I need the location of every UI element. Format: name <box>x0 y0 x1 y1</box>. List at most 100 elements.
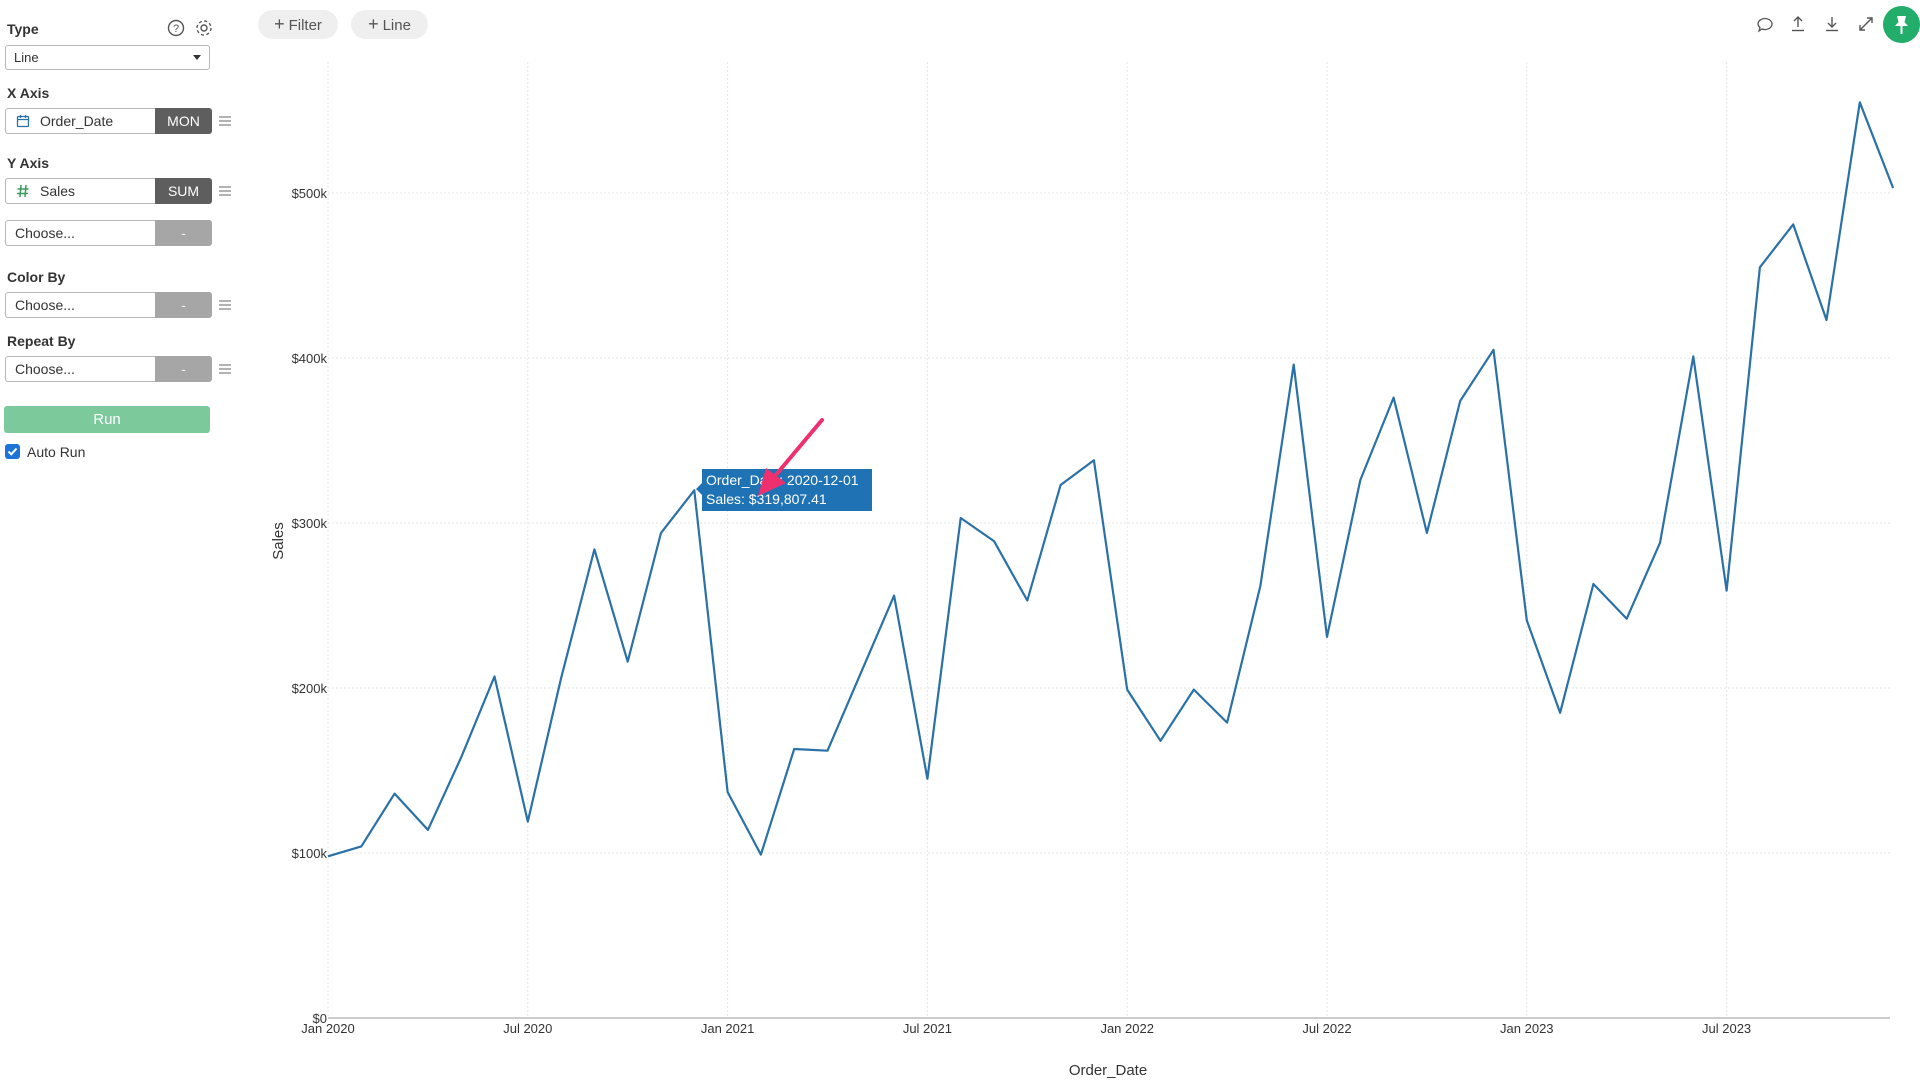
run-button[interactable]: Run <box>4 406 210 433</box>
data-point[interactable] <box>1290 361 1298 369</box>
data-point[interactable] <box>1689 352 1697 360</box>
data-point[interactable] <box>524 818 532 826</box>
checkbox-checked-icon[interactable] <box>5 444 20 459</box>
x-tick-label: Jan 2020 <box>301 1021 355 1036</box>
data-point[interactable] <box>391 790 399 798</box>
expand-icon[interactable] <box>1856 14 1876 34</box>
x-tick-label: Jan 2023 <box>1500 1021 1554 1036</box>
add-line-button[interactable]: + Line <box>351 10 428 39</box>
data-point[interactable] <box>1656 539 1664 547</box>
data-point[interactable] <box>1356 476 1364 484</box>
data-point[interactable] <box>1856 98 1864 106</box>
drag-menu-icon[interactable] <box>218 363 232 375</box>
data-point[interactable] <box>1823 316 1831 324</box>
pin-button[interactable] <box>1883 6 1920 43</box>
data-point[interactable] <box>657 529 665 537</box>
hash-icon <box>17 184 29 198</box>
data-point[interactable] <box>357 842 365 850</box>
data-point[interactable] <box>790 745 798 753</box>
data-point[interactable] <box>1423 529 1431 537</box>
tooltip-pointer <box>696 483 702 495</box>
y-axis-column[interactable]: Sales <box>5 178 155 204</box>
data-point[interactable] <box>557 674 565 682</box>
data-point[interactable] <box>1456 397 1464 405</box>
data-point[interactable] <box>1023 597 1031 605</box>
x-axis-column-name: Order_Date <box>40 113 114 129</box>
data-point[interactable] <box>890 592 898 600</box>
chevron-down-icon <box>193 55 201 60</box>
y-axis-second-field[interactable]: Choose... - <box>5 220 212 246</box>
data-point[interactable] <box>1589 580 1597 588</box>
data-point[interactable] <box>857 669 865 677</box>
data-point[interactable] <box>1157 737 1165 745</box>
auto-run-label: Auto Run <box>27 444 86 460</box>
plus-icon: + <box>274 14 285 34</box>
color-by-aggregation[interactable]: - <box>155 292 212 318</box>
repeat-by-aggregation[interactable]: - <box>155 356 212 382</box>
sales-series-line[interactable] <box>327 101 1895 858</box>
download-icon[interactable] <box>1822 14 1842 34</box>
drag-menu-icon[interactable] <box>218 115 232 127</box>
help-icon[interactable]: ? <box>166 18 186 38</box>
data-point[interactable] <box>324 852 332 860</box>
x-axis-field[interactable]: Order_Date MON <box>5 108 212 134</box>
svg-text:?: ? <box>173 23 179 35</box>
x-axis-title: Order_Date <box>1069 1062 1147 1079</box>
x-tick-label: Jul 2020 <box>503 1021 552 1036</box>
data-point[interactable] <box>1190 686 1198 694</box>
color-by-label: Color By <box>7 269 66 285</box>
repeat-by-field[interactable]: Choose... - <box>5 356 212 382</box>
y-axis-second-column[interactable]: Choose... <box>5 220 155 246</box>
data-point[interactable] <box>1123 686 1131 694</box>
data-point[interactable] <box>724 788 732 796</box>
data-point[interactable] <box>590 545 598 553</box>
data-point[interactable] <box>1623 615 1631 623</box>
upload-icon[interactable] <box>1788 14 1808 34</box>
y-axis-aggregation[interactable]: SUM <box>155 178 212 204</box>
color-by-column[interactable]: Choose... <box>5 292 155 318</box>
chart-type-select[interactable]: Line <box>5 45 210 70</box>
tooltip-sales: Sales: $319,807.41 <box>706 491 827 507</box>
data-point[interactable] <box>990 537 998 545</box>
y-axis-second-aggregation[interactable]: - <box>155 220 212 246</box>
data-point[interactable] <box>824 747 832 755</box>
data-point[interactable] <box>1390 394 1398 402</box>
drag-menu-icon[interactable] <box>218 299 232 311</box>
data-point[interactable] <box>1889 184 1897 192</box>
data-point[interactable] <box>1723 587 1731 595</box>
x-axis-aggregation[interactable]: MON <box>155 108 212 134</box>
drag-menu-icon[interactable] <box>218 185 232 197</box>
y-tick-label: $500k <box>292 186 328 201</box>
x-tick-label: Jan 2022 <box>1100 1021 1154 1036</box>
y-axis-field[interactable]: Sales SUM <box>5 178 212 204</box>
data-point[interactable] <box>1756 263 1764 271</box>
data-point[interactable] <box>1090 456 1098 464</box>
data-point[interactable] <box>1523 616 1531 624</box>
data-point[interactable] <box>1256 582 1264 590</box>
data-point[interactable] <box>957 514 965 522</box>
data-point[interactable] <box>923 775 931 783</box>
y-tick-label: $100k <box>292 846 328 861</box>
tooltip-date: Order_Date: 2020-12-01 <box>706 472 859 488</box>
data-point[interactable] <box>624 658 632 666</box>
type-label: Type <box>7 21 39 37</box>
y-axis-title: Sales <box>270 522 287 560</box>
data-point[interactable] <box>1057 481 1065 489</box>
data-point[interactable] <box>457 753 465 761</box>
settings-gear-icon[interactable] <box>194 18 214 38</box>
y-axis-ticks: $0 $100k $200k $300k $400k $500k <box>292 186 328 1026</box>
data-point[interactable] <box>1490 346 1498 354</box>
data-point[interactable] <box>1223 719 1231 727</box>
add-filter-button[interactable]: + Filter <box>258 10 338 39</box>
calendar-icon <box>16 115 30 128</box>
data-point[interactable] <box>1323 633 1331 641</box>
data-point[interactable] <box>1556 709 1564 717</box>
data-point[interactable] <box>757 851 765 859</box>
data-point[interactable] <box>491 672 499 680</box>
data-point[interactable] <box>424 826 432 834</box>
data-point[interactable] <box>1789 220 1797 228</box>
x-axis-column[interactable]: Order_Date <box>5 108 155 134</box>
repeat-by-column[interactable]: Choose... <box>5 356 155 382</box>
color-by-field[interactable]: Choose... - <box>5 292 212 318</box>
comment-icon[interactable] <box>1755 14 1775 34</box>
